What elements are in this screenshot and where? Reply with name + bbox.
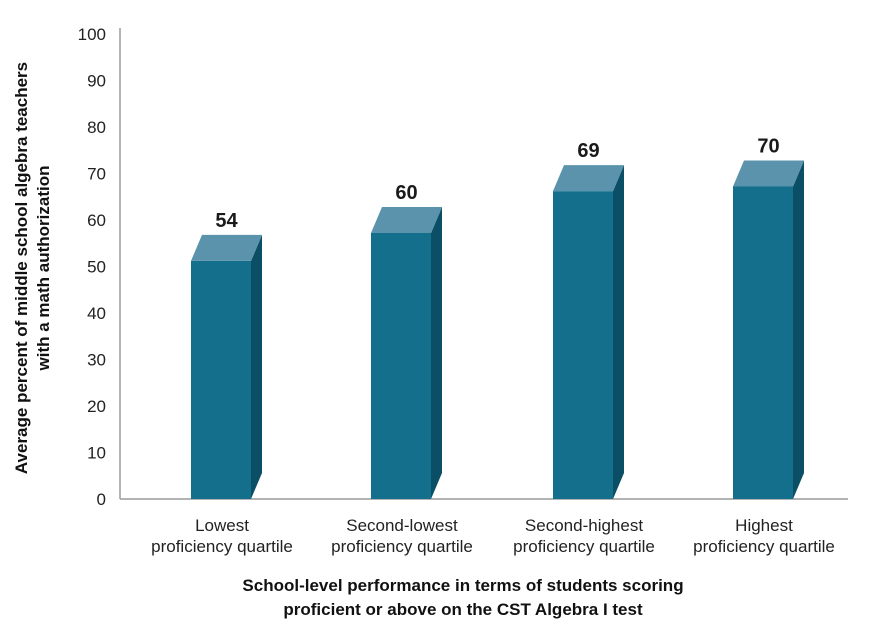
y-tick-label: 100 (78, 25, 106, 44)
bar-top (191, 234, 262, 261)
bar-side (613, 165, 624, 499)
bar-top (371, 207, 442, 233)
y-tick-label: 80 (87, 118, 106, 137)
bar-side (793, 160, 804, 499)
bar-front (371, 233, 431, 499)
y-tick-label: 40 (87, 304, 106, 323)
x-category-label: Highest proficiency quartile (693, 516, 835, 556)
y-tick-label: 60 (87, 211, 106, 230)
y-tick-label: 70 (87, 165, 106, 184)
y-tick-label: 20 (87, 397, 106, 416)
y-tick-label: 10 (87, 444, 106, 463)
x-category-label: Second-lowest proficiency quartile (331, 516, 473, 556)
y-axis-title: Average percent of middle school algebra… (12, 62, 53, 474)
bar-front (191, 260, 251, 499)
bar-value-label: 69 (577, 140, 599, 162)
x-axis-title: School-level performance in terms of stu… (242, 576, 683, 619)
bar-front (733, 186, 793, 499)
y-tick-label: 30 (87, 351, 106, 370)
y-tick-label: 50 (87, 258, 106, 277)
bars: 54 60 69 70 (191, 136, 804, 499)
bar-value-label: 70 (757, 136, 779, 158)
bar-top (733, 160, 804, 187)
x-axis-categories: Lowest proficiency quartile Second-lowest p… (151, 516, 835, 556)
bar-top (553, 165, 624, 192)
bar (371, 207, 442, 499)
y-tick-label: 0 (97, 490, 106, 509)
bar-side (251, 234, 262, 499)
y-tick-label: 90 (87, 72, 106, 91)
x-category-label: Lowest proficiency quartile (151, 516, 293, 556)
bar (191, 234, 262, 499)
bar (733, 160, 804, 499)
bar-value-label: 54 (215, 210, 238, 232)
bar-front (553, 191, 613, 499)
bar (553, 165, 624, 499)
x-category-label: Second-highest proficiency quartile (513, 516, 655, 556)
y-axis-ticks: 0 10 20 30 40 50 60 70 80 90 100 (78, 25, 106, 509)
bar-value-label: 60 (395, 182, 417, 204)
bar-side (431, 207, 442, 499)
